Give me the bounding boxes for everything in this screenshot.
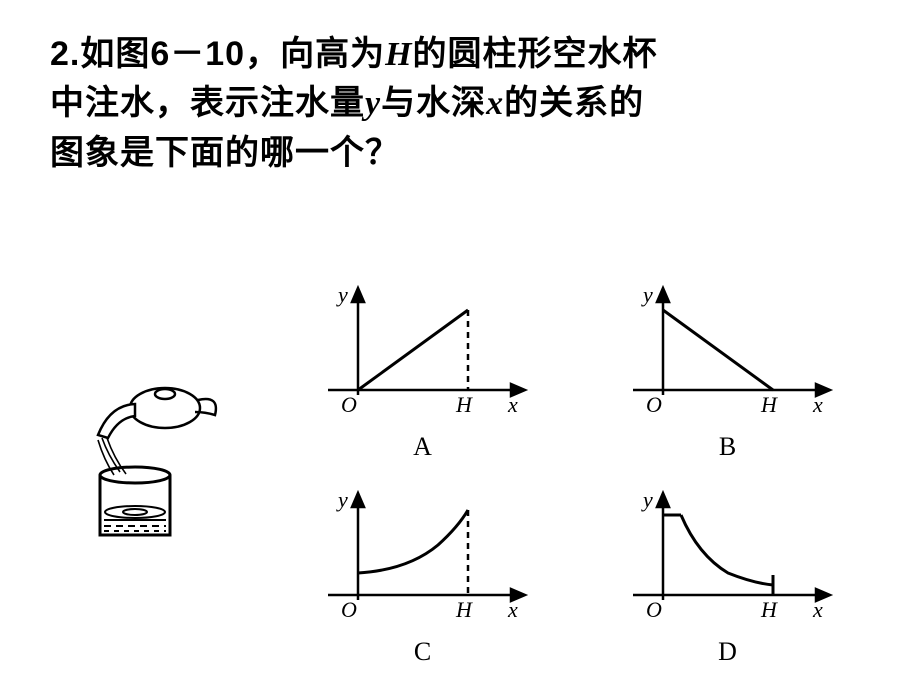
axis-y: y <box>641 282 653 307</box>
t4: 与水深 <box>381 84 486 122</box>
chart-C: y O x H <box>308 485 538 635</box>
t5: 的关系的 <box>504 84 644 122</box>
option-C: y O x H C <box>300 485 545 680</box>
axis-O: O <box>646 392 662 417</box>
axis-O: O <box>341 597 357 622</box>
axis-O: O <box>646 597 662 622</box>
axis-H: H <box>760 597 778 622</box>
pouring-illustration <box>80 380 230 550</box>
t1: 如图6－10，向高为 <box>80 35 385 73</box>
label-A: A <box>413 432 432 462</box>
axis-y: y <box>336 282 348 307</box>
var-x: x <box>486 85 504 122</box>
axis-y: y <box>641 487 653 512</box>
label-B: B <box>719 432 736 462</box>
question-number: 2. <box>50 35 80 73</box>
axis-x: x <box>812 597 823 622</box>
answer-grid: y O x H A y O x H <box>300 280 850 680</box>
page: 2.如图6－10，向高为H的圆柱形空水杯 中注水，表示注水量y与水深x的关系的 … <box>0 0 920 690</box>
var-H: H <box>385 36 412 73</box>
chart-D: y O x H <box>613 485 843 635</box>
t6: 图象是下面的哪一个？ <box>50 134 400 172</box>
label-D: D <box>718 637 737 667</box>
option-B: y O x H B <box>605 280 850 475</box>
t2: 的圆柱形空水杯 <box>413 35 658 73</box>
axis-H: H <box>455 597 473 622</box>
axis-y: y <box>336 487 348 512</box>
axis-x: x <box>812 392 823 417</box>
chart-A: y O x H <box>308 280 538 430</box>
chart-B: y O x H <box>613 280 843 430</box>
axis-O: O <box>341 392 357 417</box>
axis-x: x <box>507 597 518 622</box>
option-A: y O x H A <box>300 280 545 475</box>
axis-H: H <box>455 392 473 417</box>
option-D: y O x H D <box>605 485 850 680</box>
t3: 中注水，表示注水量 <box>50 84 365 122</box>
axis-x: x <box>507 392 518 417</box>
question-text: 2.如图6－10，向高为H的圆柱形空水杯 中注水，表示注水量y与水深x的关系的 … <box>50 30 870 178</box>
label-C: C <box>414 637 431 667</box>
var-y: y <box>365 85 381 122</box>
axis-H: H <box>760 392 778 417</box>
